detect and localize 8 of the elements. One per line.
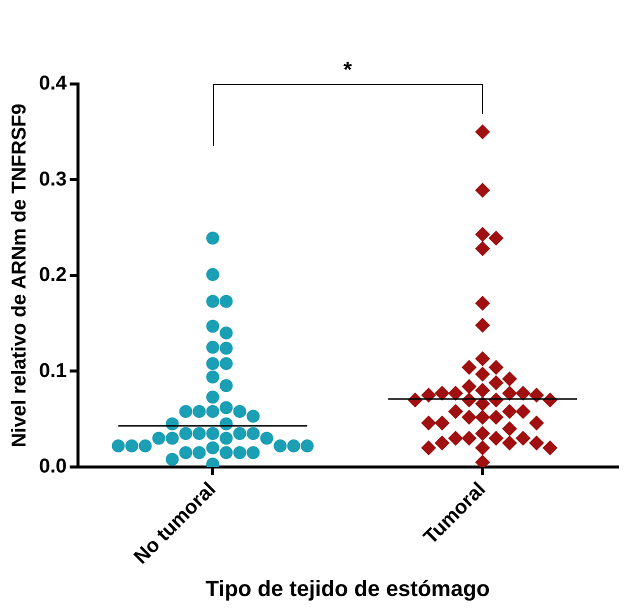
y-tick-label: 0.2 <box>38 264 67 286</box>
text: * <box>343 57 352 82</box>
x-axis-title: Tipo de tejido de estómago <box>205 576 490 601</box>
y-tick-label: 0.4 <box>38 72 68 95</box>
y-tick-label: 0.1 <box>38 360 67 382</box>
y-tick-label: 0.3 <box>38 168 67 190</box>
y-axis-title: Nivel relativo de ARNm de TNFRSF9 <box>8 104 31 448</box>
y-tick-label: 0.0 <box>38 456 67 478</box>
